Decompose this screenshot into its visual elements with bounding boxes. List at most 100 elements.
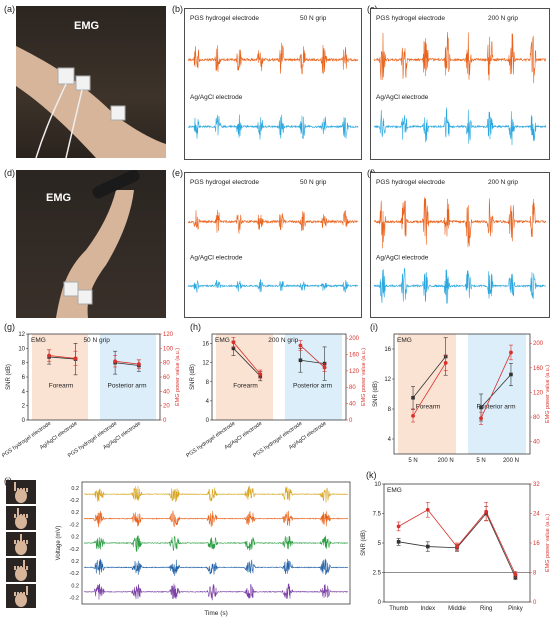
plot-frame-i — [393, 333, 531, 455]
hand-palm — [15, 567, 27, 581]
ylabel-right: EMG power value (a.u.) — [175, 348, 181, 406]
hand-finger — [20, 534, 22, 543]
xtick-label: Ring — [480, 606, 492, 612]
voltage-tick: -0.2 — [70, 571, 79, 577]
posterior-arm-region — [100, 334, 156, 420]
plot-frame-h — [211, 333, 347, 421]
pgs-trace-e — [187, 209, 359, 234]
ytick-right-label: 20 — [163, 404, 170, 410]
pgs-label-e: PGS hydrogel electrode — [190, 179, 259, 186]
ytick-right-label: 100 — [163, 346, 174, 352]
power-line — [300, 345, 325, 368]
power-line — [412, 362, 447, 417]
snr-point — [509, 372, 513, 377]
region-label-posterior-arm: Posterior arm — [107, 382, 146, 389]
region-label-forearm: Forearm — [233, 382, 258, 389]
region-label-forearm: Forearm — [416, 403, 441, 410]
xtick-label: Middle — [448, 606, 466, 612]
ytick-right-label: 40 — [533, 440, 540, 446]
inset-label: EMG — [387, 487, 402, 494]
voltage-tick: -0.2 — [70, 498, 79, 504]
emg-panel-e: PGS hydrogel electrode 50 N grip Ag/AgCl e… — [184, 172, 362, 318]
hand-palm — [15, 515, 27, 529]
ytick-label: 8 — [22, 361, 26, 367]
hand-finger — [14, 540, 16, 544]
hand-finger — [14, 592, 16, 596]
chart-h: Forearm Posterior arm 0 4 8 12 16 0 40 80 120 160 20… — [185, 326, 368, 476]
finger-trace — [83, 535, 349, 552]
hand-finger — [20, 566, 22, 570]
ytick-label: 16 — [384, 347, 391, 353]
ylabel-right: EMG power value (a.u.) — [361, 348, 367, 406]
ytick-label: 10 — [18, 346, 25, 352]
ylabel-left: SNR (dB) — [361, 530, 367, 556]
voltage-tick: 0.2 — [71, 583, 79, 589]
hand-finger — [17, 540, 19, 544]
time-axis-label: Time (s) — [204, 610, 228, 617]
hands-svg — [6, 480, 36, 608]
ytick-right-label: 0 — [163, 418, 167, 424]
hand-finger — [17, 566, 19, 570]
ytick-label: 12 — [202, 361, 209, 367]
posterior-arm-region — [285, 334, 342, 420]
power-line — [49, 355, 76, 359]
photo-arm-posterior: EMG — [16, 170, 166, 318]
power-point — [396, 524, 401, 529]
ytick-right-label: 200 — [533, 341, 544, 347]
voltage-tick: 0.2 — [71, 510, 79, 516]
region-label-posterior-arm: Posterior arm — [476, 403, 515, 410]
hand-finger — [23, 540, 25, 544]
snr-point — [411, 395, 415, 400]
ylabel-left: SNR (dB) — [373, 381, 379, 407]
power-line — [115, 360, 139, 365]
hand-finger — [14, 566, 16, 570]
posterior-arm-region — [468, 334, 526, 454]
xtick-label: 200 N — [503, 458, 519, 464]
power-point — [113, 359, 118, 364]
hand-finger — [26, 514, 28, 518]
ytick-label: 0 — [22, 418, 26, 424]
ytick-label: 7.5 — [373, 512, 382, 518]
forearm-region — [398, 334, 456, 454]
ytick-label: 0 — [206, 418, 210, 424]
finger-trace — [83, 485, 349, 503]
hand-finger — [17, 592, 19, 596]
region-label-forearm: Forearm — [49, 382, 74, 389]
power-point — [411, 413, 415, 418]
panel-label-a: (a) — [4, 4, 15, 14]
ytick-right-label: 160 — [533, 366, 544, 372]
grip-label: 200 N grip — [268, 337, 298, 344]
hand-finger — [26, 488, 28, 492]
agagcl-label-c: Ag/AgCl electrode — [376, 94, 429, 101]
grip-label-b: 50 N grip — [300, 15, 327, 22]
chart-svg-h: Forearm Posterior arm04812160408012016020… — [185, 333, 367, 459]
emg-frame-b — [184, 8, 362, 160]
snr-line — [480, 374, 512, 408]
finger-trace — [84, 558, 349, 576]
hand-finger — [23, 514, 25, 518]
arm-grip-illustration — [56, 170, 140, 318]
inset-label: EMG — [215, 337, 230, 344]
ylabel-left: SNR (dB) — [6, 364, 12, 390]
voltage-tick: -0.2 — [70, 547, 79, 553]
agagcl-trace-c — [373, 107, 547, 146]
finger-traces-svg: 0.2 -0.2 0.2 -0.2 0.2 -0.2 0.2 -0.2 0.2 -0.2 Volta… — [56, 481, 351, 617]
ytick-right-label: 80 — [163, 361, 170, 367]
snr-line — [49, 356, 76, 360]
power-point — [231, 340, 236, 345]
xtick-label: Index — [420, 606, 435, 612]
region-label-posterior-arm: Posterior arm — [293, 382, 332, 389]
emg-svg-f: PGS hydrogel electrode 200 N grip Ag/AgCl … — [370, 172, 550, 318]
ytick-label: 12 — [384, 377, 391, 383]
hand-finger — [17, 508, 19, 517]
ytick-right-label: 40 — [349, 402, 356, 408]
pgs-trace-b — [187, 42, 359, 75]
ylabel-right: EMG power value (a.u.) — [545, 365, 551, 423]
voltage-axis-label: Voltage (mV) — [56, 526, 62, 561]
power-point — [443, 361, 448, 365]
xtick-label: 5 N — [476, 458, 485, 464]
grip-label-c: 200 N grip — [488, 15, 518, 22]
ytick-right-label: 120 — [349, 369, 360, 375]
ytick-label: 2 — [22, 404, 26, 410]
power-point — [298, 343, 303, 348]
